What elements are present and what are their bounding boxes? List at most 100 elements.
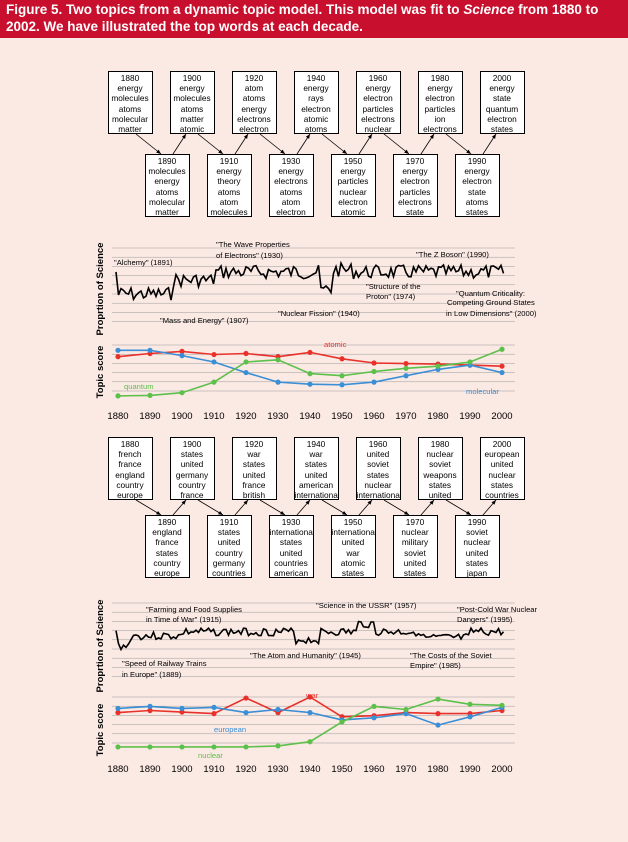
word-box-word: energy bbox=[489, 83, 515, 94]
word-box-word: states bbox=[428, 479, 452, 490]
word-box-word: american bbox=[273, 568, 309, 578]
ylabel-score-topic1: Topic score bbox=[95, 346, 106, 399]
series-point-nuclear bbox=[115, 744, 121, 750]
word-box-word: electrons bbox=[398, 196, 432, 207]
series-point-molecular bbox=[307, 381, 313, 387]
word-box-word: atomic bbox=[340, 207, 366, 217]
word-box-2000: 2000 european united nuclear states countries bbox=[479, 437, 525, 500]
proportion-annotation: "Nuclear Fission" (1940) bbox=[278, 309, 360, 318]
word-box-2000: 2000 energy state quantum electron states bbox=[479, 71, 525, 134]
series-point-atomic bbox=[339, 356, 345, 362]
word-box-word: international bbox=[356, 490, 401, 500]
word-box-word: country bbox=[178, 479, 206, 490]
word-box-word: united bbox=[428, 490, 452, 500]
series-point-nuclear bbox=[371, 703, 377, 709]
proportion-annotation: "The Atom and Humanity" (1945) bbox=[250, 651, 361, 660]
word-box-decade: 1970 bbox=[405, 517, 425, 527]
word-box-word: france bbox=[242, 479, 266, 490]
word-box-decade: 1950 bbox=[343, 517, 363, 527]
word-box-word: united bbox=[304, 469, 328, 480]
word-box-word: united bbox=[366, 449, 390, 460]
x-tick-label-topic1: 2000 bbox=[491, 411, 512, 422]
series-point-quantum bbox=[147, 392, 153, 398]
word-box-1960: 1960 united soviet states nuclear internation… bbox=[355, 437, 401, 500]
word-box-word: electron bbox=[462, 176, 492, 187]
word-box-decade: 1990 bbox=[467, 517, 487, 527]
word-box-word: electrons bbox=[423, 124, 457, 134]
word-box-word: molecular bbox=[112, 113, 148, 124]
x-tick-label-topic2: 1910 bbox=[203, 764, 224, 775]
connector-arrow bbox=[383, 133, 410, 155]
word-box-word: energy bbox=[365, 83, 391, 94]
arrow-head bbox=[305, 134, 310, 139]
word-box-word: japan bbox=[466, 568, 488, 578]
word-box-1910: 1910 energy theory atoms atom molecules bbox=[206, 154, 252, 217]
word-box-word: united bbox=[217, 537, 241, 548]
x-tick-label-topic2: 1990 bbox=[459, 764, 480, 775]
proportion-annotation: "Science in the USSR" (1957) bbox=[316, 601, 417, 610]
x-tick-label-topic1: 1920 bbox=[235, 411, 256, 422]
word-box-word: atoms bbox=[242, 93, 266, 104]
word-box-word: state bbox=[406, 207, 424, 217]
word-box-word: electron bbox=[276, 207, 306, 217]
proportion-annotation: "The Wave Properties bbox=[216, 240, 290, 249]
series-point-quantum bbox=[243, 359, 249, 365]
word-box-word: states bbox=[180, 449, 204, 460]
word-box-word: war bbox=[346, 547, 360, 558]
word-box-word: electrons bbox=[274, 176, 308, 187]
series-point-nuclear bbox=[435, 696, 441, 702]
arrow-head bbox=[342, 510, 347, 515]
proportion-annotation: of Electrons" (1930) bbox=[216, 251, 283, 260]
connector-arrow bbox=[259, 133, 286, 155]
word-box-word: energy bbox=[117, 83, 143, 94]
word-box-word: particles bbox=[424, 103, 456, 114]
x-tick-label-topic2: 2000 bbox=[491, 764, 512, 775]
word-box-word: electron bbox=[338, 196, 368, 207]
arrow-head bbox=[429, 134, 434, 139]
word-box-word: soviet bbox=[367, 459, 389, 470]
x-tick-label-topic2: 1900 bbox=[171, 764, 192, 775]
proportion-annotation: "Post-Cold War Nuclear bbox=[457, 605, 538, 614]
word-box-word: energy bbox=[427, 83, 453, 94]
word-box-word: french bbox=[118, 449, 142, 460]
series-point-molecular bbox=[403, 373, 409, 379]
word-box-1900: 1900 energy molecules atoms matter atomic bbox=[169, 71, 215, 134]
word-box-word: energy bbox=[402, 166, 428, 177]
x-tick-label-topic2: 1880 bbox=[107, 764, 128, 775]
word-box-word: molecular bbox=[149, 196, 185, 207]
series-point-nuclear bbox=[307, 739, 313, 745]
caption-text-part1: Figure 5. Two topics from a dynamic topi… bbox=[6, 2, 464, 17]
word-box-word: france bbox=[155, 537, 179, 548]
word-box-1970: 1970 nuclear military soviet united states bbox=[392, 515, 438, 578]
series-point-molecular bbox=[499, 369, 505, 376]
proportion-annotation: "The Costs of the Soviet bbox=[410, 651, 493, 660]
x-tick-label-topic2: 1980 bbox=[427, 764, 448, 775]
word-box-word: united bbox=[403, 557, 427, 568]
connector-arrow bbox=[197, 499, 224, 516]
word-box-1960: 1960 energy electron particles electrons nucl… bbox=[355, 71, 401, 134]
series-point-european bbox=[179, 705, 185, 712]
word-box-decade: 1930 bbox=[281, 156, 301, 166]
word-box-word: atoms bbox=[279, 186, 303, 197]
word-box-word: europe bbox=[154, 568, 180, 578]
word-box-decade: 1890 bbox=[157, 517, 177, 527]
x-tick-label-topic1: 1960 bbox=[363, 411, 384, 422]
arrow-head bbox=[218, 510, 223, 515]
series-point-nuclear bbox=[467, 701, 473, 707]
series-label-quantum: quantum bbox=[124, 382, 154, 391]
ylabel-score-topic2: Topic score bbox=[95, 704, 106, 757]
arrow-head bbox=[280, 149, 285, 154]
series-point-european bbox=[147, 703, 153, 709]
word-box-word: france bbox=[118, 459, 142, 470]
word-box-decade: 1940 bbox=[306, 73, 326, 83]
word-box-1990: 1990 soviet nuclear united states japan bbox=[454, 515, 500, 578]
word-box-word: military bbox=[401, 537, 429, 548]
word-box-word: europe bbox=[117, 490, 143, 500]
word-box-word: matter bbox=[155, 207, 179, 217]
series-point-war bbox=[243, 695, 249, 701]
word-box-word: atomic bbox=[179, 124, 205, 134]
connector-arrow bbox=[321, 133, 348, 155]
series-point-european bbox=[371, 715, 377, 721]
ylabel-proportion-topic2: Proprtion of Science bbox=[95, 600, 106, 693]
word-box-word: united bbox=[490, 459, 514, 470]
